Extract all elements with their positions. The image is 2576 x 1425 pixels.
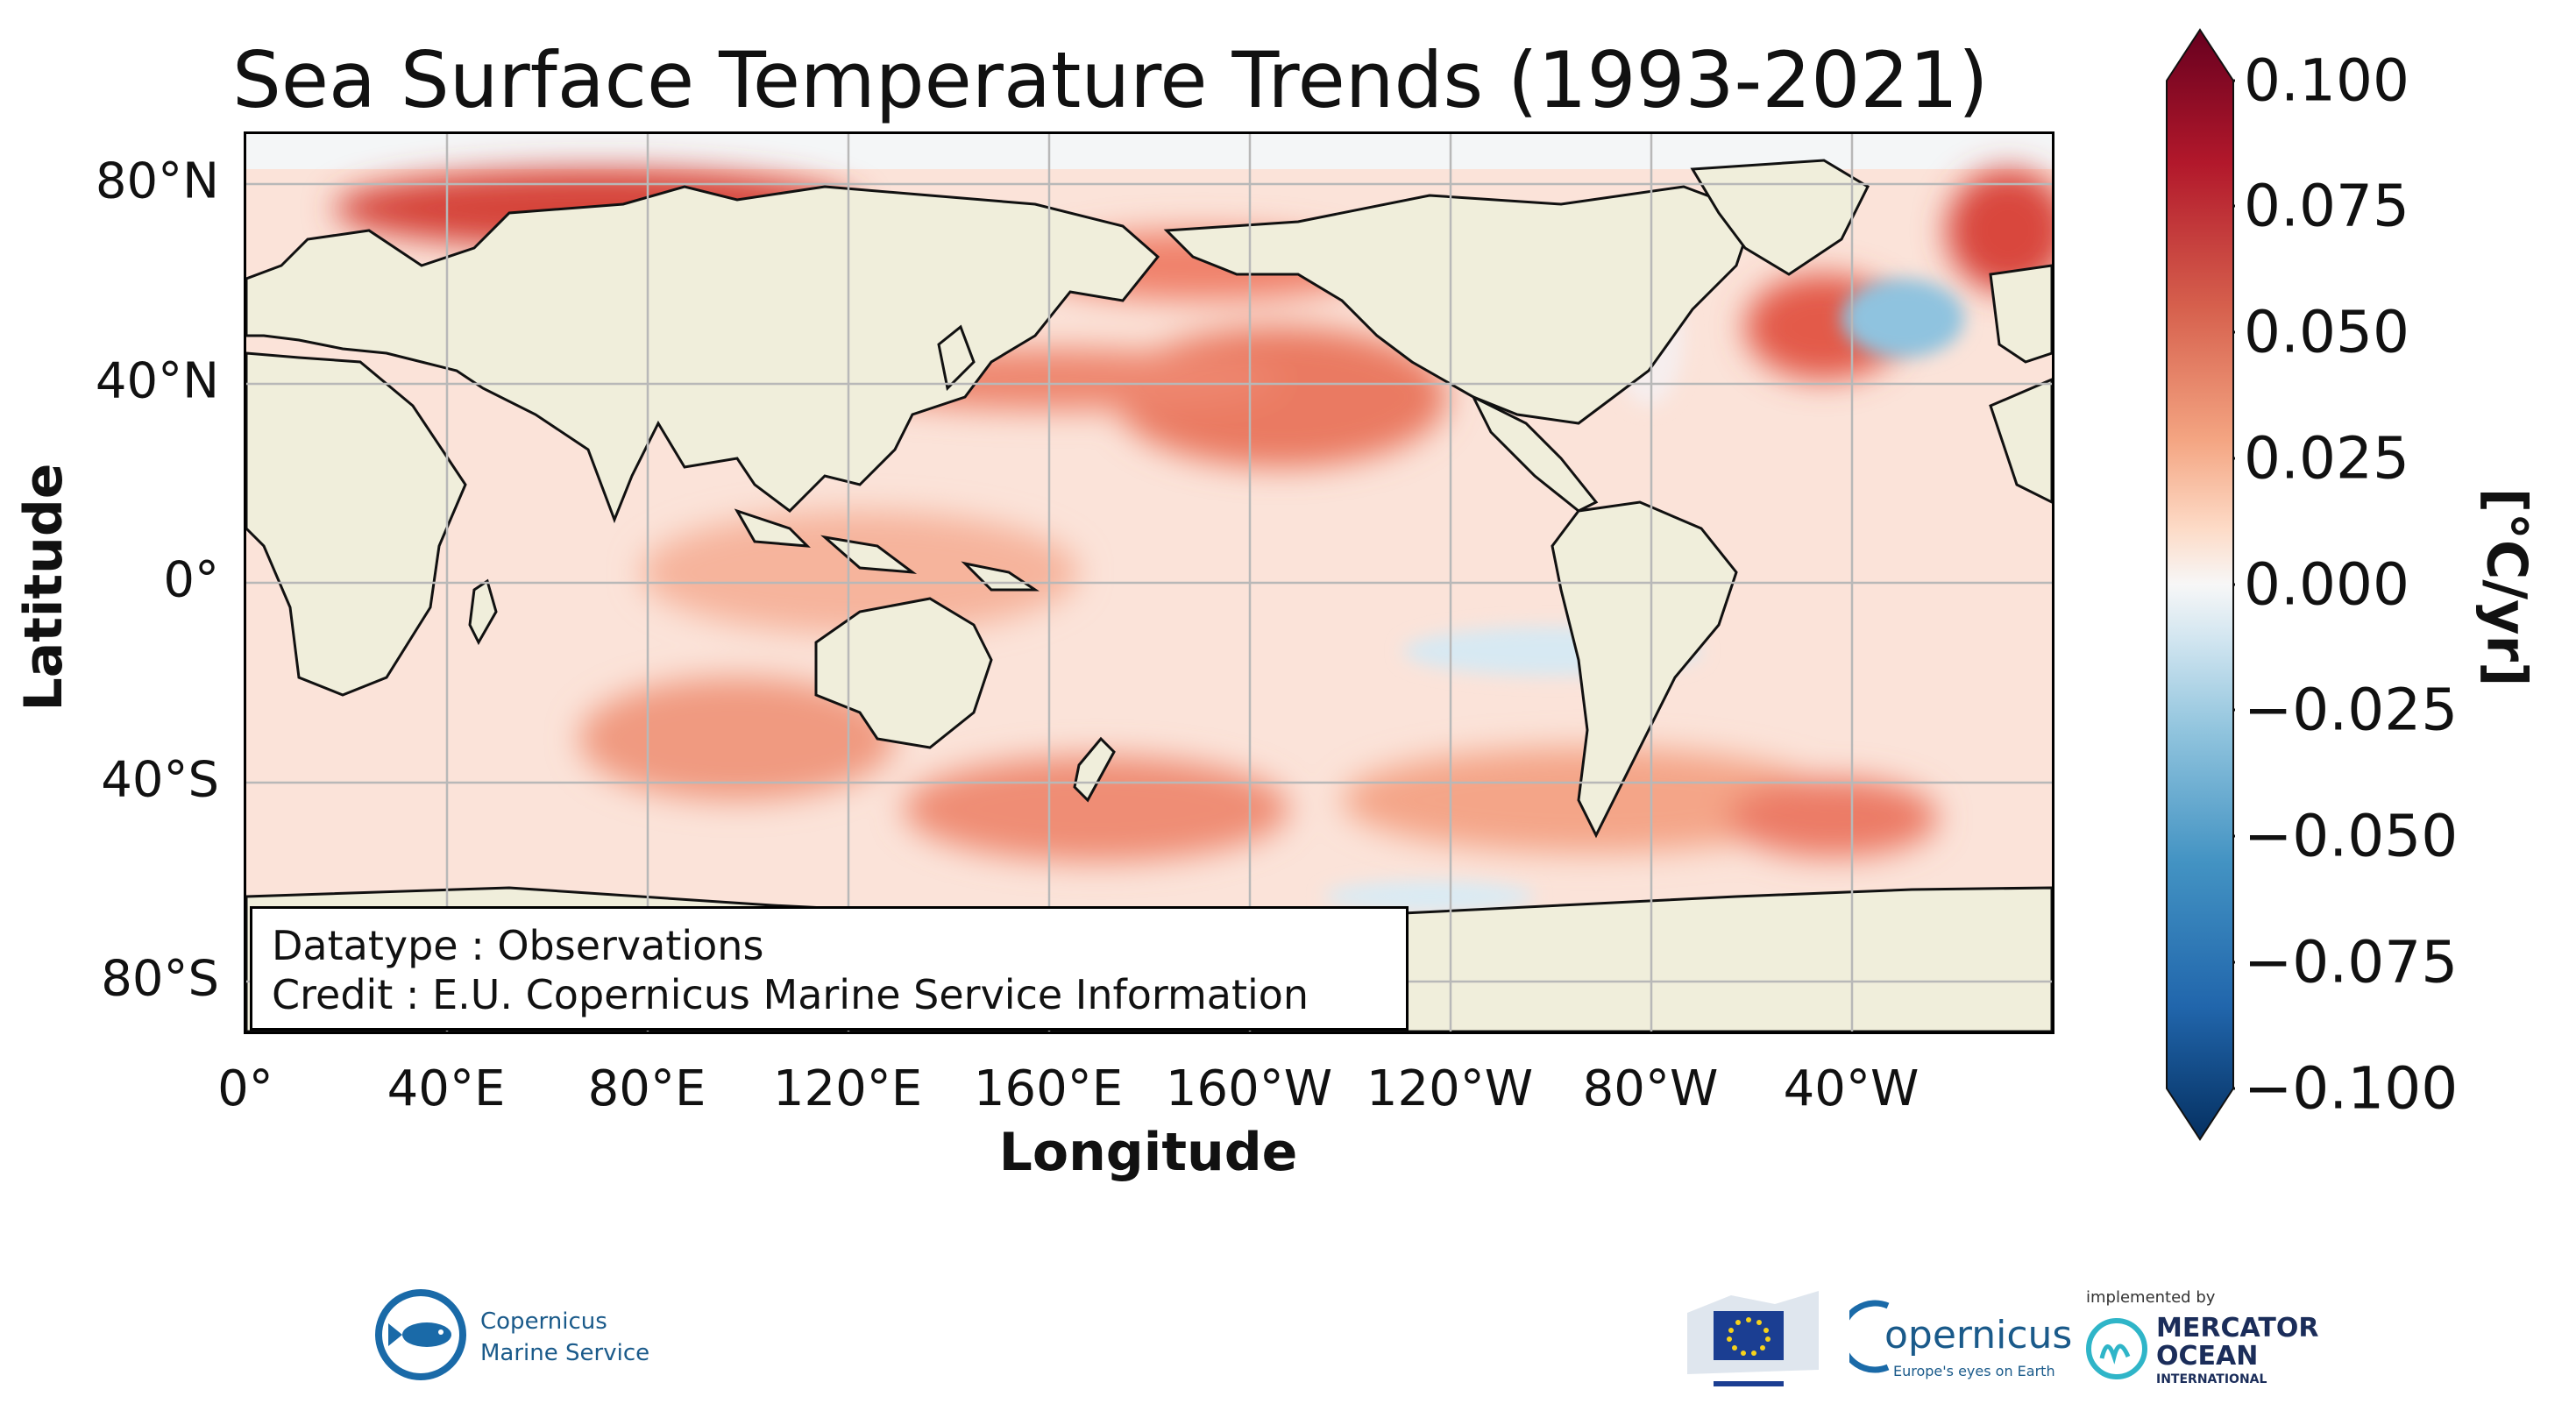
cbar-tick-5: −0.025 [2244,676,2459,744]
xtick-120e: 120°E [772,1060,923,1117]
gridlines [246,134,2052,1032]
ytick-40s: 40°S [101,751,219,809]
cbar-tick-6: −0.050 [2244,802,2459,870]
datatype-line: Datatype : Observations [272,922,764,969]
xtick-40e: 40°E [387,1060,506,1117]
north-america [1163,185,1756,425]
ytick-40n: 40°N [95,352,219,410]
eurasia [246,185,1160,524]
cbar-tick-2: 0.050 [2244,298,2409,366]
cmems-logo-icon [375,1289,466,1380]
ytick-80n: 80°N [95,152,219,210]
ytick-0: 0° [163,551,219,609]
xtick-80e: 80°E [587,1060,706,1117]
mercator-line2: OCEAN [2156,1341,2259,1372]
mercator-line3: INTERNATIONAL [2156,1372,2267,1386]
greenland [1690,159,1870,276]
copernicus-tagline: Europe's eyes on Earth [1893,1363,2055,1379]
cbar-tick-8: −0.100 [2244,1054,2459,1123]
x-axis-label: Longitude [998,1122,1298,1183]
xtick-0: 0° [217,1060,273,1117]
copernicus-logo-text: opernicus [1884,1313,2073,1358]
y-axis-label: Latitude [13,463,75,712]
credit-box: Datatype : Observations Credit : E.U. Co… [250,906,1409,1031]
colorbar [2166,28,2235,1141]
implemented-by-text: implemented by [2086,1288,2216,1307]
cbar-tick-1: 0.075 [2244,172,2409,240]
eu-commission-logo-icon [1687,1291,1819,1386]
xtick-40w: 40°W [1783,1060,1920,1117]
credit-line: Credit : E.U. Copernicus Marine Service … [272,971,1309,1018]
africa [246,351,467,697]
mercator-logo-icon [2086,1318,2147,1379]
japan [937,324,976,392]
cmems-logo-text: Copernicus Marine Service [480,1308,650,1366]
sst-map [246,134,2052,1032]
xtick-120w: 120°W [1366,1060,1534,1117]
chart-title: Sea Surface Temperature Trends (1993-202… [232,35,1989,125]
cbar-tick-0: 0.100 [2244,46,2409,115]
map-panel [244,131,2054,1034]
south-america [1551,500,1738,839]
colorbar-unit-label: [°C/yr] [2474,487,2539,687]
mercator-line1: MERCATOR [2156,1313,2319,1343]
cbar-tick-3: 0.025 [2244,424,2409,493]
xtick-160w: 160°W [1165,1060,1333,1117]
cbar-tick-7: −0.075 [2244,928,2459,996]
australia [814,597,993,749]
cbar-tick-4: 0.000 [2244,550,2409,619]
xtick-80w: 80°W [1582,1060,1719,1117]
copernicus-logo-icon [1849,1300,1890,1373]
ytick-80s: 80°S [101,950,219,1008]
xtick-160e: 160°E [973,1060,1124,1117]
